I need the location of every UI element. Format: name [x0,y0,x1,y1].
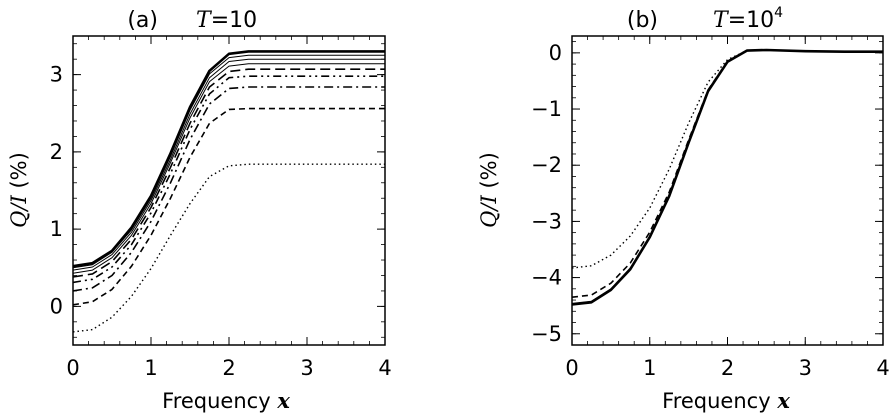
panel-a-ytick-labels: 0 1 2 3 [50,63,63,319]
panel-a-title-eq: =10 [211,8,257,33]
panel-b-xtick-label: 1 [643,356,656,380]
panel-b-series-3-line [571,49,883,298]
panel-b-title-sup: 4 [774,5,783,21]
panel-a-xtick-label: 3 [300,356,313,380]
panel-a-series-8-line [72,107,385,306]
panel-a-series-1-line [72,50,385,268]
panel-b-xlabel-var: x [776,388,790,413]
panel-a-xlabel-text: Frequency [162,389,271,413]
panel-a-series-2-line [72,54,385,269]
panel-a-ylabel-unit: (%) [7,152,31,188]
panel-b-ylabel-unit: (%) [477,152,501,188]
panel-b-ytick-label: −1 [531,97,562,121]
panel-a-xlabel-var: x [276,388,290,413]
panel-b-xtick-labels: 0 1 2 3 4 [565,356,889,380]
panel-b-xlabel-text: Frequency [662,389,771,413]
panel-b-ylabel-var: Q/I [477,195,501,228]
panel-b-title: T=104 [713,5,783,33]
panel-a-title: T=10 [196,8,257,33]
panel-a-xtick-label: 1 [144,356,157,380]
panel-a-ylabel: Q/I (%) [7,152,31,228]
panel-b-ytick-label: −4 [531,266,562,290]
panel-b-ytick-label: −5 [531,322,562,346]
panel-a-series-5-line [72,68,385,278]
panel-b-xtick-label: 3 [799,356,812,380]
panel-a-ytick-label: 2 [50,140,63,164]
panel-a-xtick-labels: 0 1 2 3 4 [66,356,391,380]
panel-b-label: (b) [627,8,658,33]
panel-b-ytick-labels: −5 −4 −3 −2 −1 0 [531,41,562,346]
panel-b-ytick-label: −2 [531,153,562,177]
panel-a-ytick-label: 3 [50,63,63,87]
panel-a-series-4-line [72,63,385,274]
panel-b-series-4-line [571,49,883,269]
panel-b-ticks [571,36,884,346]
panel-a-lines [72,50,385,333]
panel-b-xlabel: Frequency x [662,388,790,413]
panel-b-series-1-line [571,48,883,306]
panel-a-ylabel-var: Q/I [7,195,31,228]
panel-a: (a) T=10 0 1 2 3 4 0 1 2 3 Frequency x Q/I (%) [7,8,392,413]
panel-b-ylabel: Q/I (%) [477,152,501,228]
panel-b-ytick-label: 0 [549,41,562,65]
panel-a-series-3-line [72,58,385,271]
panel-a-ytick-label: 0 [50,294,63,318]
panel-b-ytick-label: −3 [531,209,562,233]
panel-a-title-var: T [196,8,213,33]
panel-b-title-eq: =10 [728,8,774,33]
panel-b-xtick-label: 2 [721,356,734,380]
panel-b-lines [571,48,883,306]
panel-b-xtick-label: 4 [876,356,889,380]
panel-a-ticks [72,36,386,345]
panel-a-label: (a) [127,8,158,33]
panel-b-xtick-label: 0 [565,356,578,380]
panel-a-xtick-label: 2 [222,356,235,380]
panel-a-ytick-label: 1 [50,217,63,241]
panel-a-xtick-label: 4 [378,356,391,380]
panel-b-frame [571,35,884,346]
panel-a-xtick-label: 0 [66,356,79,380]
panel-a-series-6-line [72,75,385,284]
panel-a-series-7-line [72,86,385,292]
panel-b-series-2-line [571,49,883,304]
panel-b-title-var: T [713,8,730,33]
panel-a-frame [72,35,386,346]
panel-a-xlabel: Frequency x [162,388,290,413]
